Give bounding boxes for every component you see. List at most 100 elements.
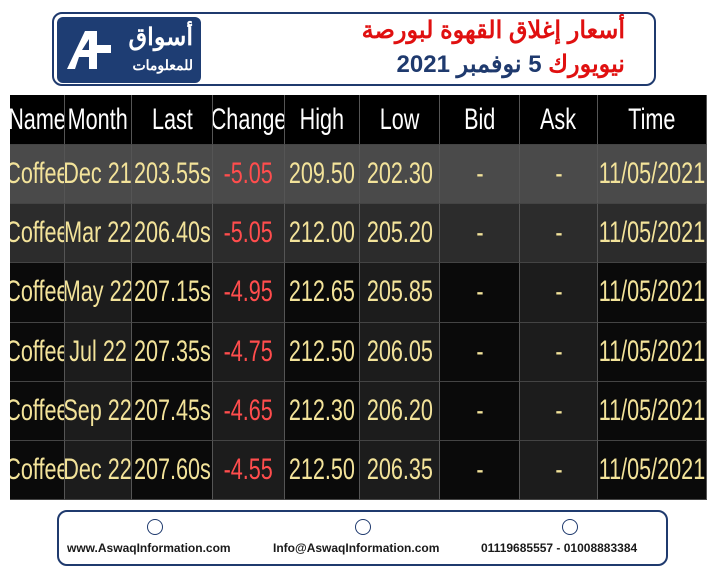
cell-text: Month xyxy=(67,102,129,136)
cell-text: 206.40s xyxy=(133,216,211,250)
cell-text: Ask xyxy=(540,102,577,136)
cell-text: 206.35 xyxy=(366,453,433,487)
cell-text: 212.30 xyxy=(288,393,356,427)
table-cell: - xyxy=(520,145,598,205)
cell-text: 11/05/2021 xyxy=(598,453,706,487)
table-cell: 209.50 xyxy=(285,145,360,205)
cell-text: 212.65 xyxy=(288,275,356,309)
website: www.AswaqInformation.com xyxy=(67,541,231,555)
cell-text: Low xyxy=(379,102,420,136)
cell-text: -5.05 xyxy=(223,216,274,250)
cell-text: 11/05/2021 xyxy=(598,216,706,250)
table-cell: Sep 22 xyxy=(65,381,132,441)
cell-text: - xyxy=(475,275,484,309)
column-header: Change xyxy=(213,95,285,145)
table-cell: 206.35 xyxy=(360,441,440,501)
cell-text: Coffee xyxy=(10,275,64,309)
table-cell: 203.55s xyxy=(132,145,213,205)
table-cell: - xyxy=(520,322,598,382)
cell-text: Dec 21 xyxy=(65,157,132,191)
web-icon xyxy=(147,519,163,535)
cell-text: - xyxy=(554,393,563,427)
email: Info@AswaqInformation.com xyxy=(273,541,440,555)
table-cell: - xyxy=(440,441,520,501)
table-cell: Dec 21 xyxy=(65,145,132,205)
table-cell: - xyxy=(520,441,598,501)
table-cell: 207.35s xyxy=(132,322,213,382)
cell-text: Name xyxy=(10,102,65,136)
table-cell: -4.65 xyxy=(213,381,285,441)
column-header: Bid xyxy=(440,95,520,145)
table-cell: 11/05/2021 xyxy=(598,145,707,205)
table-cell: 207.45s xyxy=(132,381,213,441)
header-box xyxy=(52,12,656,86)
cell-text: Coffee xyxy=(10,393,64,427)
cell-text: - xyxy=(475,216,484,250)
table-cell: 212.30 xyxy=(285,381,360,441)
cell-text: 11/05/2021 xyxy=(598,393,706,427)
phones: 01119685557 - 01008883384 xyxy=(481,541,638,555)
table-cell: 212.50 xyxy=(285,322,360,382)
cell-text: 209.50 xyxy=(288,157,356,191)
table-cell: 212.65 xyxy=(285,263,360,323)
cell-text: 206.20 xyxy=(366,393,433,427)
logo-icon xyxy=(67,31,111,69)
cell-text: Bid xyxy=(463,102,496,136)
title-part: 5 نوفمبر 2021 xyxy=(396,51,542,78)
table-cell: - xyxy=(440,381,520,441)
table-cell: 11/05/2021 xyxy=(598,204,707,264)
cell-text: 11/05/2021 xyxy=(598,157,706,191)
table-cell: 11/05/2021 xyxy=(598,381,707,441)
cell-text: 205.20 xyxy=(366,216,433,250)
cell-text: - xyxy=(554,334,563,368)
table-cell: Coffee xyxy=(10,381,65,441)
table-cell: - xyxy=(520,204,598,264)
logo: أسواق للمعلومات xyxy=(57,17,201,83)
column-header: Ask xyxy=(520,95,598,145)
cell-text: Dec 22 xyxy=(65,453,132,487)
table-cell: 207.60s xyxy=(132,441,213,501)
cell-text: 207.15s xyxy=(133,275,211,309)
table-cell: Dec 22 xyxy=(65,441,132,501)
cell-text: Coffee xyxy=(10,216,64,250)
cell-text: Coffee xyxy=(10,157,64,191)
cell-text: Coffee xyxy=(10,453,64,487)
table-cell: 202.30 xyxy=(360,145,440,205)
cell-text: High xyxy=(299,102,345,136)
cell-text: 207.45s xyxy=(133,393,211,427)
cell-text: - xyxy=(554,157,563,191)
column-header: Name xyxy=(10,95,65,145)
cell-text: May 22 xyxy=(65,275,132,309)
title-part: نيويورك xyxy=(548,51,625,78)
cell-text: Sep 22 xyxy=(65,393,132,427)
cell-text: 212.50 xyxy=(288,334,356,368)
column-header: Month xyxy=(65,95,132,145)
cell-text: -5.05 xyxy=(223,157,274,191)
table-cell: -4.55 xyxy=(213,441,285,501)
cell-text: - xyxy=(475,453,484,487)
table-cell: -5.05 xyxy=(213,145,285,205)
cell-text: 207.60s xyxy=(133,453,211,487)
footer-box xyxy=(57,510,668,566)
title-line: أسعار إغلاق القهوة لبورصة xyxy=(361,17,625,44)
table-cell: 206.20 xyxy=(360,381,440,441)
cell-text: Change xyxy=(213,102,285,136)
cell-text: 205.85 xyxy=(366,275,433,309)
cell-text: 11/05/2021 xyxy=(598,275,706,309)
table-cell: 206.05 xyxy=(360,322,440,382)
cell-text: 11/05/2021 xyxy=(598,334,706,368)
cell-text: -4.95 xyxy=(223,275,274,309)
logo-text: أسواق xyxy=(128,24,193,51)
cell-text: -4.55 xyxy=(223,453,274,487)
cell-text: 203.55s xyxy=(133,157,211,191)
cell-text: 207.35s xyxy=(133,334,211,368)
cell-text: - xyxy=(475,393,484,427)
table-cell: 11/05/2021 xyxy=(598,322,707,382)
table-cell: Mar 22 xyxy=(65,204,132,264)
cell-text: Time xyxy=(628,102,676,136)
column-header: Low xyxy=(360,95,440,145)
table-cell: Jul 22 xyxy=(65,322,132,382)
table-cell: - xyxy=(440,263,520,323)
